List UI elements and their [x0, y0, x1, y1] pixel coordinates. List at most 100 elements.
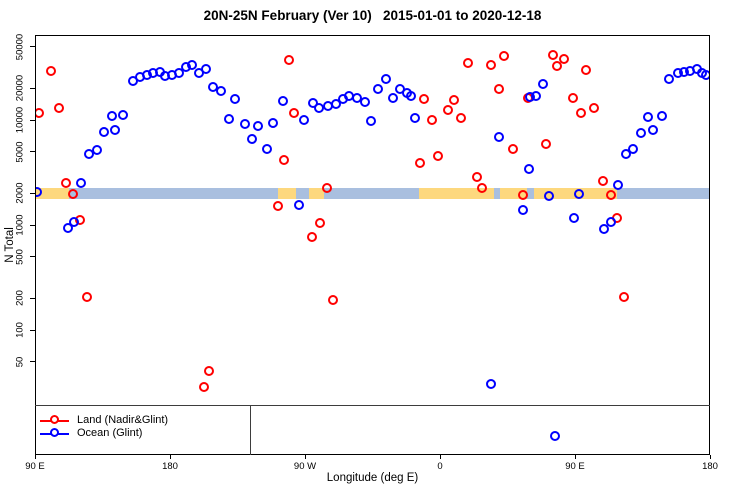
data-point-land: [82, 291, 92, 302]
data-point-ocean: [494, 132, 505, 142]
data-point-land: [46, 65, 56, 76]
x-tick-label: 0: [437, 461, 443, 472]
data-point-land: [619, 291, 629, 302]
data-point-land: [605, 190, 616, 201]
x-tick-mark: [709, 455, 711, 459]
data-point-land: [598, 176, 608, 187]
data-point-ocean: [331, 99, 341, 110]
y-tick-mark: [30, 224, 35, 226]
y-tick-label: 50000: [14, 33, 26, 60]
data-point-ocean: [107, 110, 118, 121]
data-point-ocean: [268, 118, 278, 128]
y-tick-mark: [30, 87, 35, 89]
data-point-ocean: [278, 96, 289, 106]
data-point-ocean: [98, 127, 109, 138]
band-segment-land: [36, 188, 69, 200]
y-tick-mark: [30, 256, 35, 258]
data-point-land: [328, 295, 338, 306]
data-point-land: [508, 144, 518, 154]
data-point-land: [548, 50, 559, 61]
data-point-ocean: [92, 145, 103, 156]
data-point-ocean: [373, 83, 383, 94]
data-point-land: [427, 115, 437, 126]
y-tick-mark: [30, 361, 35, 363]
data-point-ocean: [253, 121, 263, 131]
data-point-ocean: [68, 217, 79, 228]
data-point-ocean: [293, 200, 304, 211]
data-point-land: [568, 92, 578, 103]
y-tick-label: 1000: [14, 214, 26, 236]
data-point-ocean: [380, 74, 391, 85]
data-point-ocean: [173, 68, 184, 79]
y-tick-label: 50: [14, 356, 26, 367]
data-point-land: [476, 183, 487, 194]
x-tick-label: 90 E: [565, 461, 585, 472]
data-point-ocean: [118, 110, 128, 121]
data-point-ocean: [388, 92, 398, 103]
data-point-ocean: [406, 91, 416, 101]
data-point-ocean: [83, 148, 94, 159]
band-segment-ocean: [69, 188, 278, 200]
band-segment-land: [277, 188, 296, 200]
data-point-land: [289, 108, 299, 119]
data-point-ocean: [230, 94, 241, 104]
data-point-ocean: [36, 186, 43, 197]
data-point-ocean: [215, 86, 226, 97]
data-point-land: [278, 154, 289, 165]
data-point-ocean: [628, 144, 638, 154]
data-point-land: [203, 365, 214, 376]
x-axis-title: Longitude (deg E): [326, 472, 419, 484]
band-segment-land: [418, 188, 494, 200]
y-tick-label: 10000: [14, 106, 26, 134]
band-segment-ocean: [526, 188, 534, 200]
x-tick-label: 180: [162, 461, 178, 472]
x-tick-label: 180: [702, 461, 718, 472]
y-tick-mark: [30, 46, 35, 48]
data-point-ocean: [530, 91, 541, 101]
y-tick-mark: [30, 119, 35, 121]
legend-ocean-circle-icon: [49, 428, 59, 437]
data-point-ocean: [620, 148, 631, 159]
data-point-ocean: [643, 112, 653, 123]
data-point-ocean: [635, 127, 646, 138]
y-tick-label: 20000: [14, 75, 26, 102]
data-point-ocean: [701, 70, 709, 81]
data-point-ocean: [247, 133, 257, 144]
data-point-land: [541, 138, 551, 149]
data-point-ocean: [518, 205, 529, 215]
data-point-land: [284, 55, 295, 65]
plot-area: [35, 35, 710, 455]
legend-box-right-border: [250, 405, 251, 455]
y-tick-mark: [30, 192, 35, 194]
data-point-ocean: [239, 119, 250, 130]
data-point-land: [68, 188, 79, 199]
data-point-ocean: [262, 144, 272, 154]
x-tick-mark: [169, 455, 171, 459]
y-tick-label: 2000: [14, 182, 26, 204]
data-point-ocean: [569, 213, 580, 224]
data-point-land: [499, 50, 509, 61]
data-point-ocean: [599, 224, 610, 235]
x-tick-label: 90 E: [25, 461, 45, 472]
data-point-ocean: [647, 124, 658, 135]
data-point-ocean: [574, 188, 584, 199]
data-point-land: [199, 382, 209, 393]
x-tick-mark: [34, 455, 36, 459]
band-segment-ocean: [616, 188, 709, 200]
legend-land-circle-icon: [49, 415, 59, 424]
data-point-ocean: [550, 431, 560, 441]
data-point-ocean: [200, 63, 211, 74]
data-point-land: [449, 95, 460, 106]
data-point-land: [322, 183, 332, 194]
data-point-ocean: [76, 177, 86, 188]
data-point-ocean: [365, 116, 376, 126]
data-point-land: [575, 108, 586, 119]
data-point-ocean: [485, 379, 496, 390]
band-segment-land: [309, 188, 324, 200]
y-tick-mark: [30, 297, 35, 299]
data-point-ocean: [605, 217, 616, 228]
data-point-land: [463, 57, 473, 68]
data-point-land: [559, 54, 569, 65]
band-segment-ocean: [295, 188, 309, 200]
data-point-land: [443, 105, 454, 116]
